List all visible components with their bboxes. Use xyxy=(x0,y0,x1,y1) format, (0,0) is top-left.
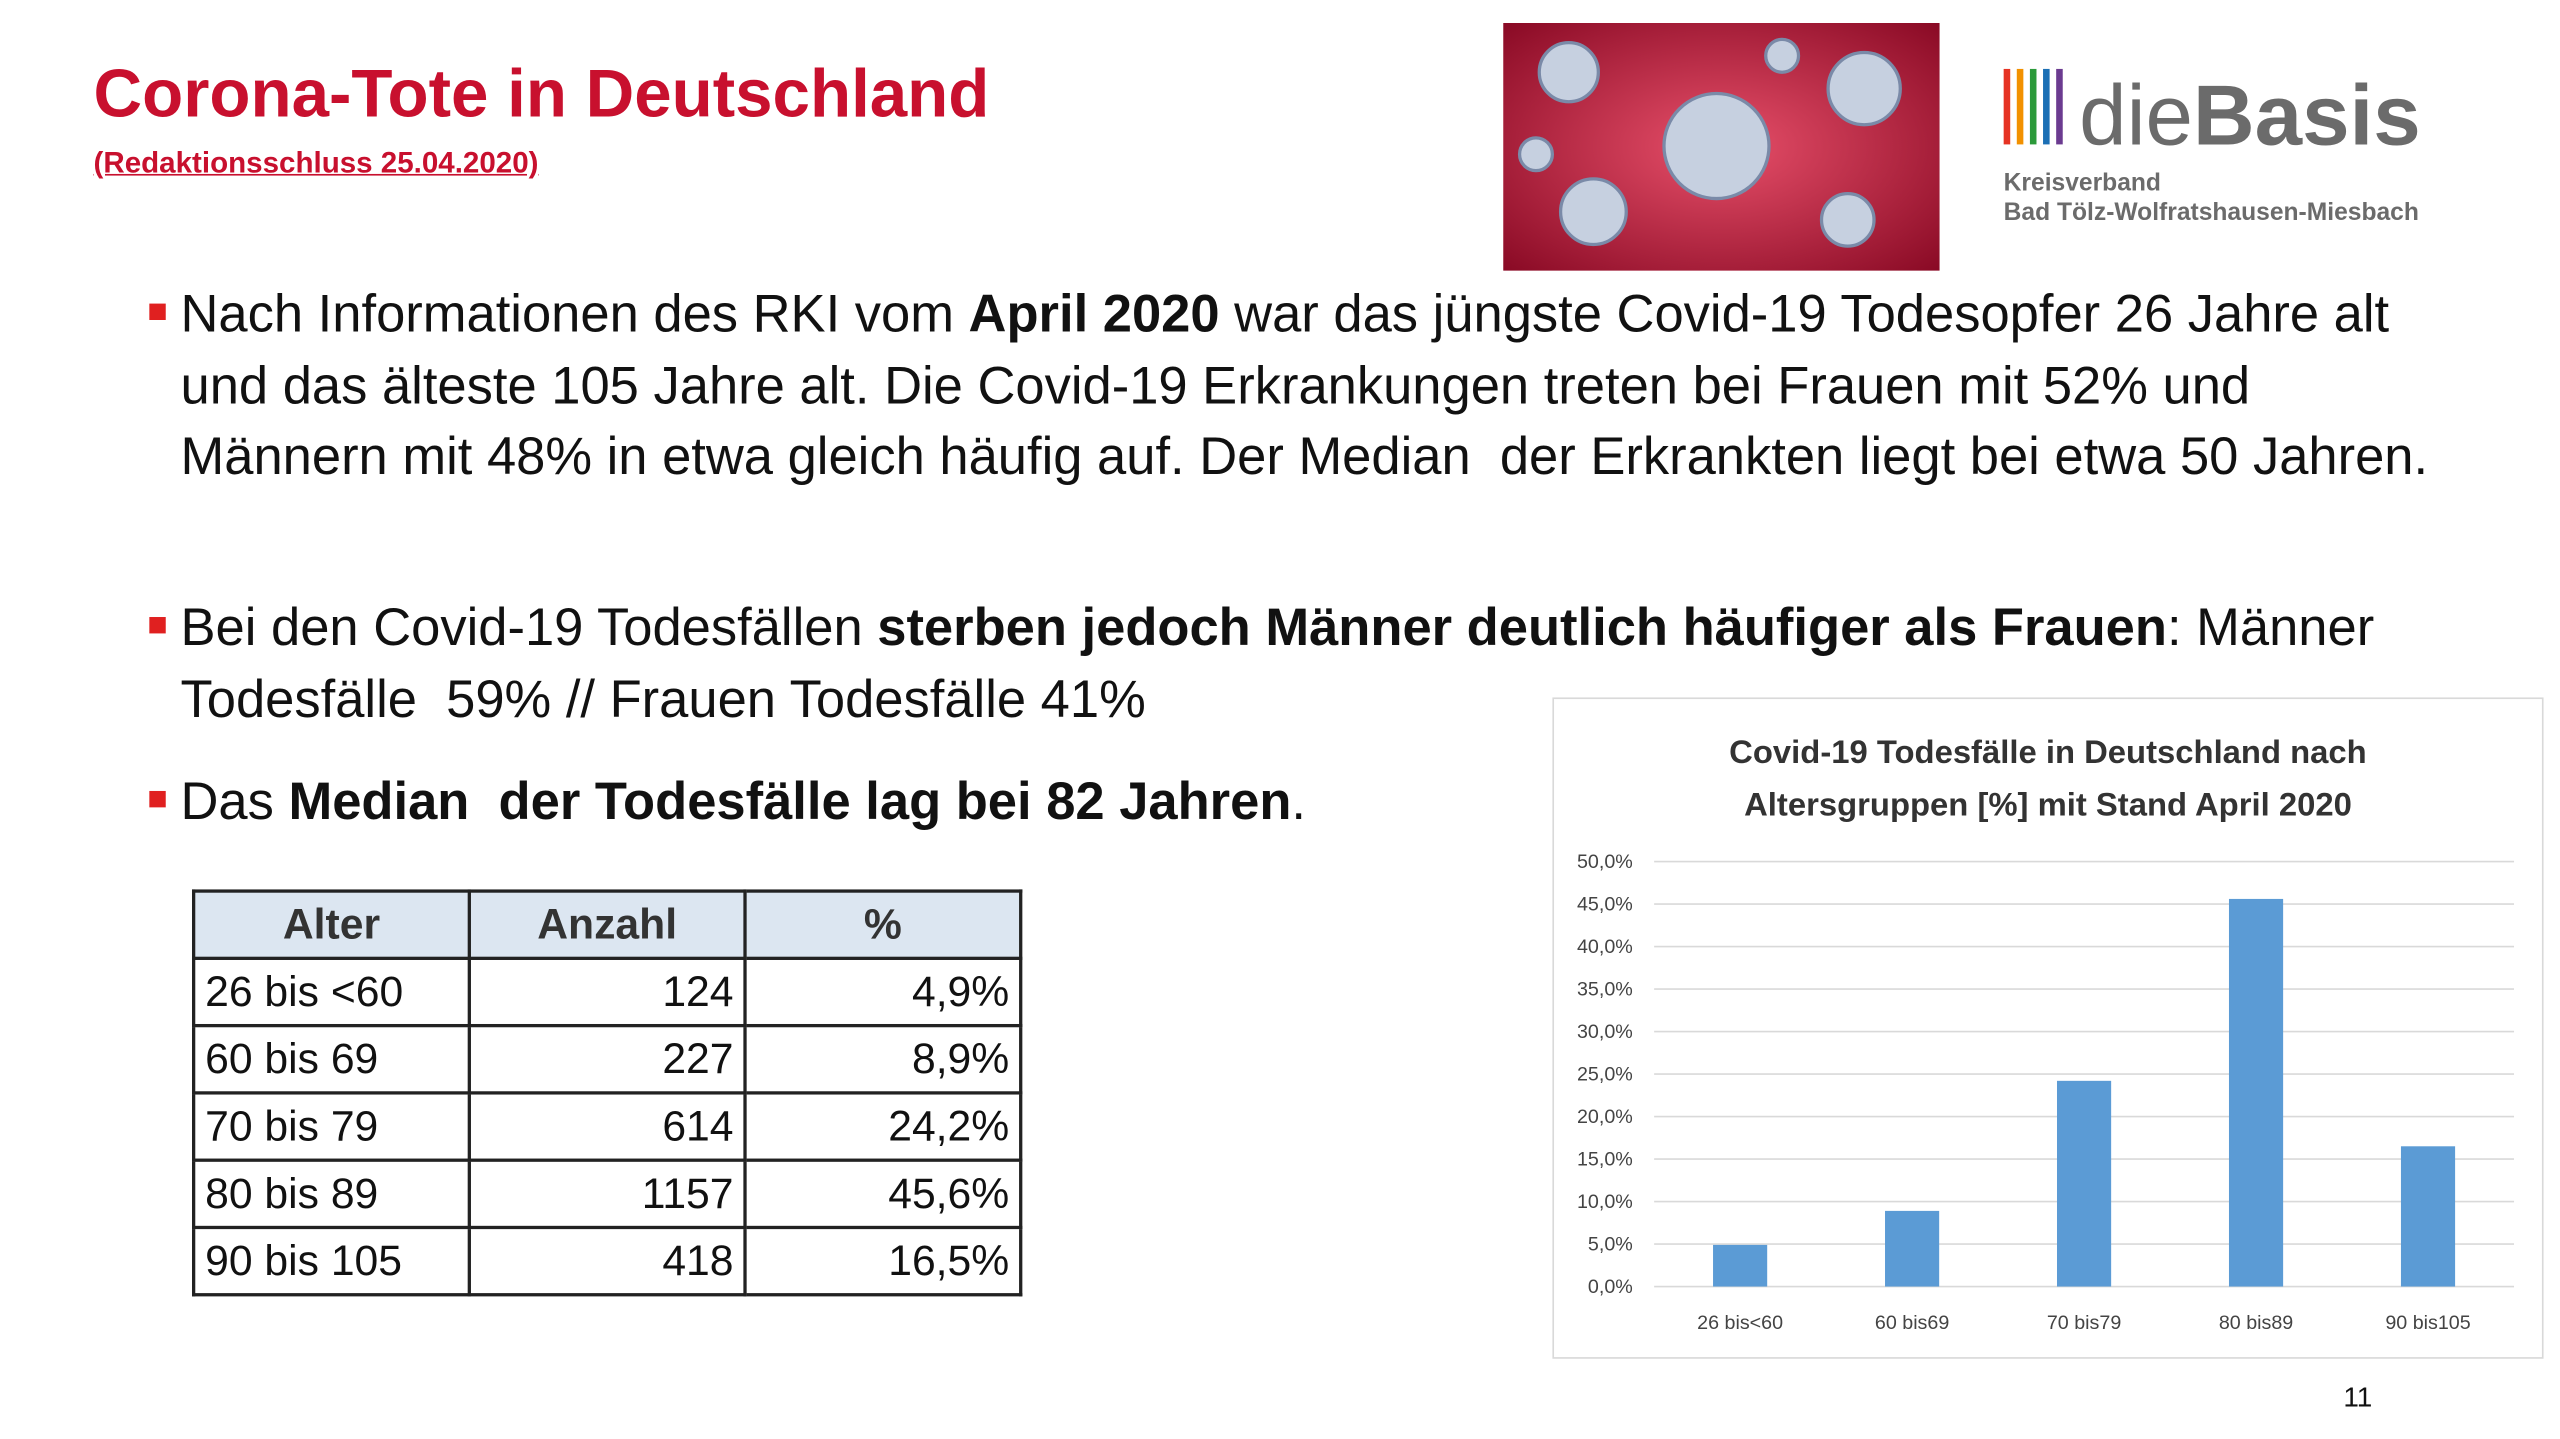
logo: dieBasis Kreisverband Bad Tölz-Wolfratsh… xyxy=(2003,68,2421,226)
logo-name-bold: Basis xyxy=(2193,68,2421,163)
x-tick-label: 26 bis<60 xyxy=(1697,1312,1783,1334)
table-header-cell: Alter xyxy=(191,889,471,960)
bullet-marker xyxy=(149,617,166,634)
table-header-row: Alter Anzahl% xyxy=(191,889,1023,960)
bar xyxy=(2228,898,2284,1287)
y-tick-label: 10,0% xyxy=(1577,1191,1633,1213)
table-row: 70 bis 79 614 24,2% xyxy=(191,1091,1023,1162)
bullet-text: Bei den Covid-19 Todesfällen xyxy=(180,597,878,657)
bar xyxy=(1885,1210,1940,1287)
table-header-cell: % xyxy=(743,889,1023,960)
table-cell: 60 bis 69 xyxy=(191,1023,471,1095)
y-tick-label: 25,0% xyxy=(1577,1064,1633,1086)
x-tick-label: 90 bis105 xyxy=(2385,1312,2470,1334)
bullet: Nach Informationen des RKI vom April 202… xyxy=(149,279,2462,493)
table-row: 80 bis 89 1157 45,6% xyxy=(191,1158,1023,1230)
chart-title: Altersgruppen [%] mit Stand April 2020 xyxy=(1744,786,2352,823)
table-cell: 70 bis 79 xyxy=(191,1091,471,1162)
table-cell: 24,2% xyxy=(743,1091,1023,1162)
chart: Covid-19 Todesfälle in Deutschland nach A… xyxy=(1577,733,2515,1334)
chart-frame xyxy=(1552,697,2544,1359)
y-tick-label: 50,0% xyxy=(1577,851,1633,873)
x-tick-label: 70 bis79 xyxy=(2047,1312,2121,1334)
logo-bars xyxy=(2003,68,2063,145)
bar xyxy=(1713,1244,1768,1287)
table-cell: 4,9% xyxy=(743,956,1023,1028)
y-tick-label: 45,0% xyxy=(1577,894,1633,916)
y-tick-label: 15,0% xyxy=(1577,1149,1633,1171)
bullet-text: Median der Todesfälle lag bei 82 Jahren xyxy=(288,771,1292,831)
data-table: Alter Anzahl% 26 bis <60 124 4,9% 60 bis 69 22… xyxy=(191,889,1023,1297)
chart-title: Covid-19 Todesfälle in Deutschland nach xyxy=(1729,733,2367,770)
title: Corona-Tote in Deutschland xyxy=(93,55,990,132)
bullet-marker xyxy=(149,303,166,320)
logo-line: Kreisverband xyxy=(2004,169,2161,196)
bullet-text: Das xyxy=(180,771,289,831)
subtitle: (Redaktionsschluss 25.04.2020) xyxy=(93,146,539,179)
y-tick-label: 5,0% xyxy=(1588,1234,1633,1256)
bar xyxy=(2400,1146,2456,1287)
bullet-text: sterben jedoch Männer deutlich häufiger … xyxy=(877,597,2167,657)
x-tick-label: 60 bis69 xyxy=(1875,1312,1949,1334)
y-tick-label: 40,0% xyxy=(1577,936,1633,958)
bullet-text: April 2020 xyxy=(968,283,1220,343)
logo-name-light: die xyxy=(2079,68,2193,163)
bullet: Das Median der Todesfälle lag bei 82 Jah… xyxy=(149,766,2462,837)
logo-name: dieBasis xyxy=(2079,68,2421,163)
y-tick-label: 20,0% xyxy=(1577,1106,1633,1128)
table-cell: 80 bis 89 xyxy=(191,1158,471,1230)
table-cell: 1157 xyxy=(467,1158,747,1230)
bullet: Bei den Covid-19 Todesfällen sterben jed… xyxy=(149,592,2462,735)
bar xyxy=(2056,1080,2112,1287)
y-tick-label: 35,0% xyxy=(1577,979,1633,1001)
table-cell: 45,6% xyxy=(743,1158,1023,1230)
table-header-cell: Anzahl xyxy=(467,889,747,960)
table-cell: 26 bis <60 xyxy=(191,956,471,1028)
bullet-text: Nach Informationen des RKI vom xyxy=(180,283,969,343)
logo-line: Bad Tölz-Wolfratshausen-Miesbach xyxy=(2004,199,2419,226)
virus-image xyxy=(1503,22,1940,271)
table-cell: 90 bis 105 xyxy=(191,1225,471,1297)
bullet-text: : Männer Todesfälle 59% // Frauen Todesf… xyxy=(180,597,2388,728)
table-cell: 124 xyxy=(467,956,747,1028)
page-number: 11 xyxy=(2343,1381,2373,1413)
table-row: 60 bis 69 227 8,9% xyxy=(191,1023,1023,1095)
table-cell: 8,9% xyxy=(743,1023,1023,1095)
table-row: 26 bis <60 124 4,9% xyxy=(191,956,1023,1028)
table-cell: 227 xyxy=(467,1023,747,1095)
table-cell: 614 xyxy=(467,1091,747,1162)
bullet-marker xyxy=(149,790,166,808)
x-tick-label: 80 bis89 xyxy=(2219,1312,2293,1334)
bullet-text: war das jüngste Covid-19 Todesopfer 26 J… xyxy=(180,283,2429,486)
table-cell: 16,5% xyxy=(743,1225,1023,1297)
y-tick-label: 0,0% xyxy=(1588,1276,1633,1298)
table-row: 90 bis 105 418 16,5% xyxy=(191,1225,1023,1297)
table-cell: 418 xyxy=(467,1225,747,1297)
y-tick-label: 30,0% xyxy=(1577,1021,1633,1043)
bullet-text: . xyxy=(1291,771,1306,831)
